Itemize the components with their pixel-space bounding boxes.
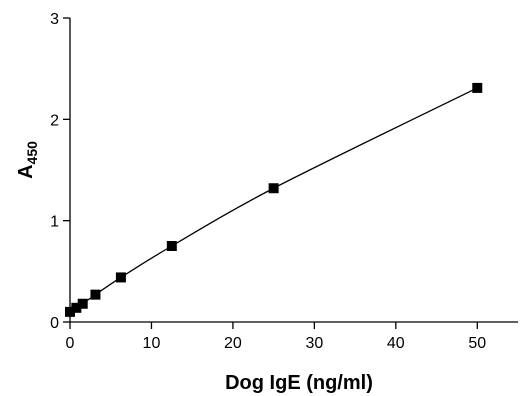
data-point (472, 82, 483, 93)
y-tick-label: 3 (50, 11, 59, 28)
data-point (71, 302, 82, 313)
fit-curve-line (69, 87, 478, 313)
data-point (65, 306, 75, 317)
y-axis-title: A450 (15, 141, 40, 179)
data-point (115, 272, 126, 283)
y-tick-label: 0 (50, 315, 59, 332)
y-axis-title-main: A (15, 164, 37, 178)
x-tick-label: 40 (387, 335, 405, 352)
y-tick-label: 2 (50, 112, 59, 129)
data-point (90, 289, 101, 300)
ticks: 0 10 20 30 40 50 0 1 2 3 (50, 11, 486, 352)
x-tick-label: 0 (66, 335, 75, 352)
y-tick-label: 1 (50, 214, 59, 231)
x-tick-label: 10 (143, 335, 161, 352)
y-axis-title-subscript: 450 (24, 141, 40, 165)
data-point (268, 183, 279, 194)
axes (69, 18, 518, 323)
x-axis-title: Dog IgE (ng/ml) (225, 372, 373, 394)
fit-curve-group (69, 87, 478, 313)
data-points (65, 82, 483, 317)
data-point (77, 298, 88, 309)
x-tick-label: 50 (468, 335, 486, 352)
data-point (166, 241, 177, 251)
x-tick-label: 30 (305, 335, 323, 352)
x-tick-label: 20 (224, 335, 242, 352)
